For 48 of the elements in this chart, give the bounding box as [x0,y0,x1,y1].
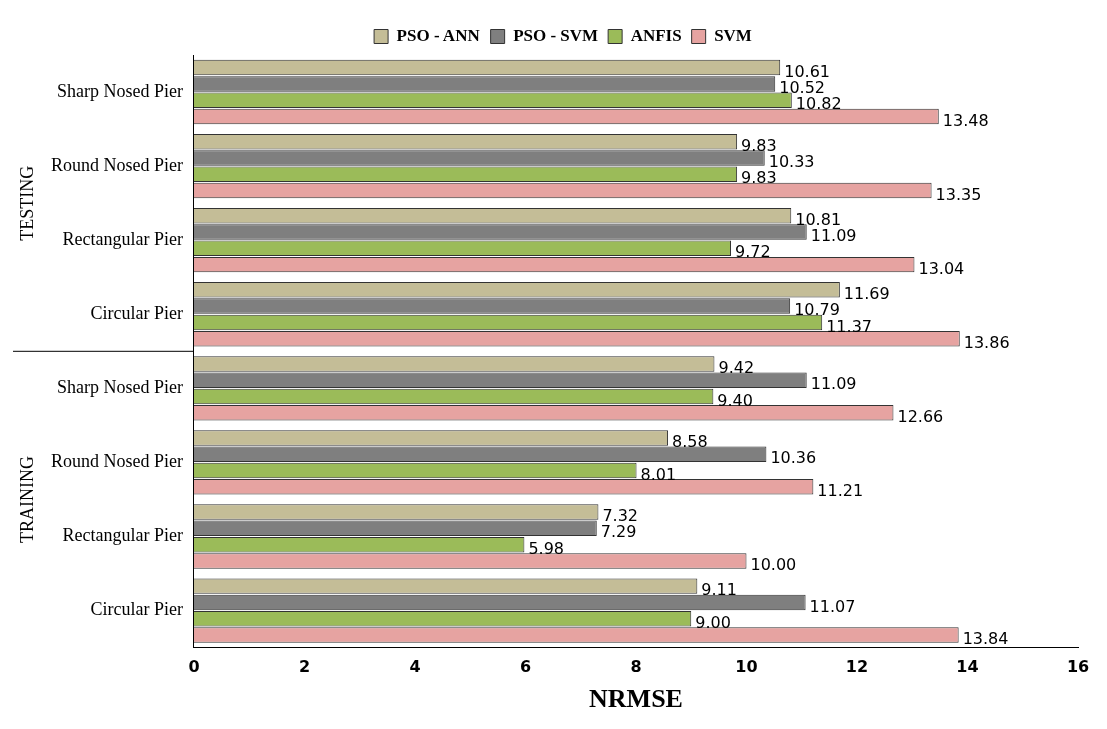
data-label: 11.09 [810,226,857,246]
data-label: 13.84 [962,629,1009,649]
data-label: 9.11 [701,580,737,600]
data-label: 8.01 [640,464,677,484]
data-label: 12.66 [897,406,944,426]
data-label: 13.04 [918,258,965,278]
y-tick-label: Circular Pier [90,599,183,620]
data-label: 9.72 [735,242,771,262]
data-label: 11.69 [843,283,890,303]
text: TRAINING [16,455,37,543]
data-label: 11.07 [809,596,856,616]
data-label: 13.86 [963,332,1010,352]
data-label: 9.00 [695,612,731,632]
data-label: 9.42 [718,358,755,378]
data-label: 5.98 [528,538,565,558]
data-label: 10.81 [795,209,842,229]
legend-label: ANFIS [630,25,682,45]
y-tick-label: Sharp Nosed Pier [57,80,183,101]
data-label: 9.40 [717,390,753,410]
y-tick-label: Round Nosed Pier [50,451,183,472]
y-tick-label: Circular Pier [90,303,183,323]
x-tick-label: 8 [630,657,642,677]
y-tick-label: Rectangular Pier [62,228,183,249]
text: TESTING [16,165,37,241]
legend-label: SVM [714,25,752,45]
y-tick-label: Sharp Nosed Pier [57,377,183,398]
x-tick-label: 16 [1066,657,1090,677]
x-tick-label: 10 [735,657,758,677]
x-tick-label: 2 [298,657,311,677]
x-tick-label: 12 [845,657,869,677]
data-label: 10.61 [784,61,831,81]
x-tick-label: 4 [409,657,421,677]
legend-label: PSO - SVM [513,25,599,45]
data-label: 10.00 [750,555,797,575]
data-label: 11.09 [810,374,857,394]
data-label: 13.48 [942,110,989,130]
data-label: 11.21 [817,481,864,501]
x-tick-label: 14 [956,657,979,677]
data-label: 8.58 [672,432,708,452]
y-tick-label: Rectangular Pier [62,525,183,546]
legend-label: PSO - ANN [396,25,481,45]
y-tick-label: Round Nosed Pier [50,154,183,175]
x-axis-title: NRMSE [589,684,683,714]
data-label: 9.83 [741,135,777,155]
x-tick-label: 0 [188,657,200,677]
data-label: 13.35 [935,184,982,204]
x-tick-label: 6 [519,657,532,677]
data-label: 10.36 [770,448,817,468]
